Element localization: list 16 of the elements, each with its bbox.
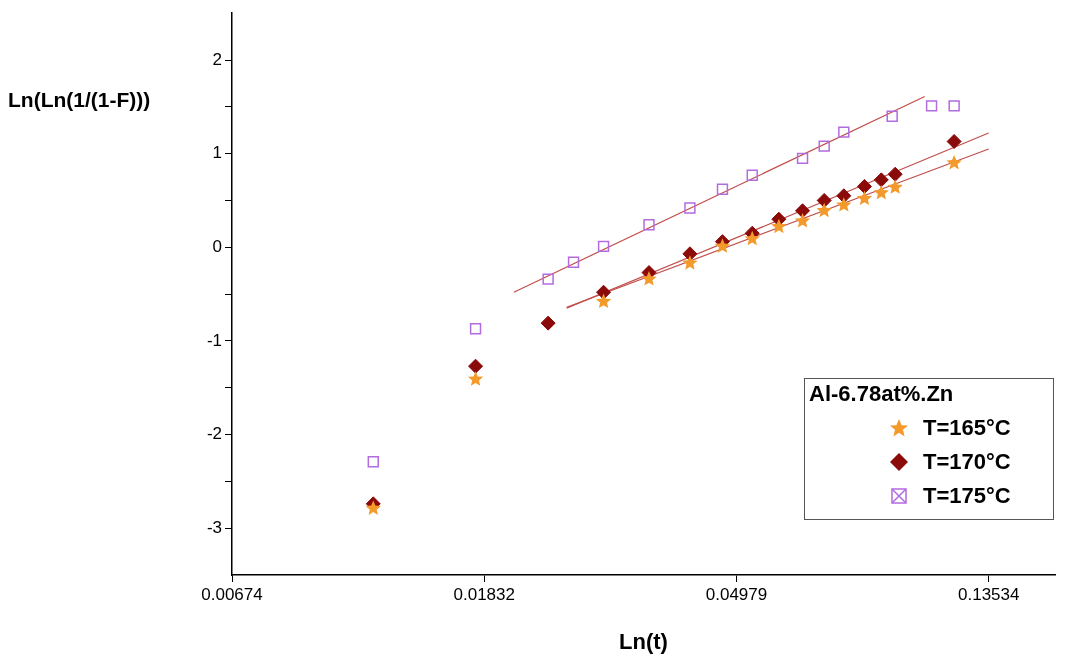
y-tick-label: 1 — [212, 143, 222, 163]
y-tick-label: -1 — [206, 330, 222, 350]
x-tick-label: 0.01832 — [453, 584, 515, 604]
legend-label: T=170°C — [923, 449, 1011, 475]
y-tick-label: 0 — [212, 236, 222, 256]
x-tick-label: 0.13534 — [958, 584, 1020, 604]
x-tick-label: 0.00674 — [201, 584, 263, 604]
y-tick-label: 2 — [212, 49, 222, 69]
x-tick-label: 0.04979 — [705, 584, 768, 604]
y-axis-title: Ln(Ln(1/(1-F))) — [8, 88, 151, 112]
y-tick-label: -2 — [206, 424, 222, 444]
legend-title: Al-6.78at%.Zn — [809, 381, 955, 407]
y-tick-label: -3 — [206, 517, 222, 537]
x-axis-title: Ln(t) — [619, 628, 668, 654]
legend-label: T=165°C — [923, 415, 1011, 441]
legend-label: T=175°C — [923, 483, 1011, 509]
